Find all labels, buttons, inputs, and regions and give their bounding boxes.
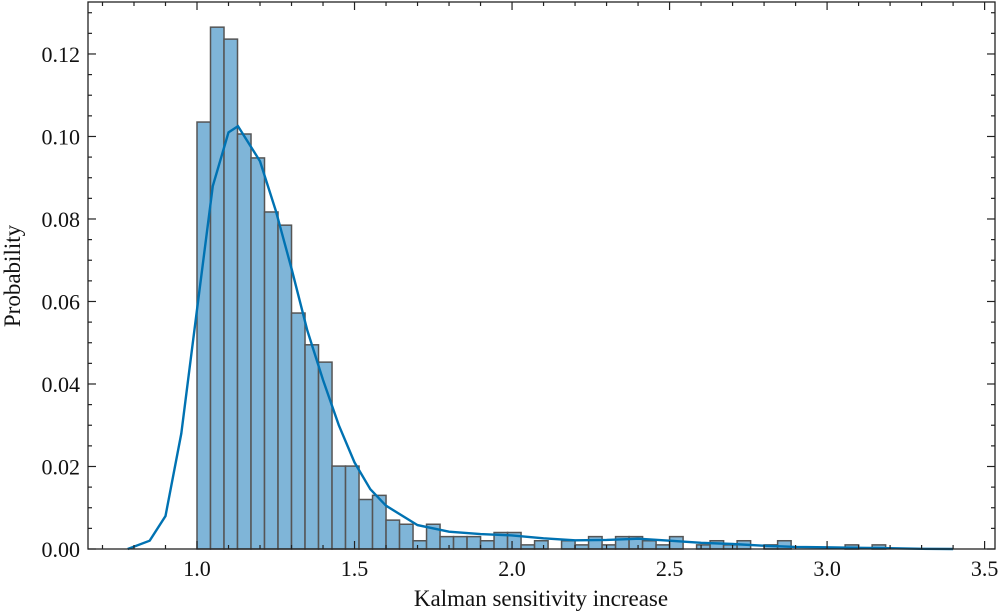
histogram-bar — [209, 26, 225, 550]
kde-curve — [127, 124, 954, 551]
histogram-bar — [641, 539, 657, 550]
histogram-bar — [290, 312, 306, 550]
histogram-bar — [385, 519, 401, 550]
y-tick-label: 0.06 — [42, 289, 81, 314]
histogram-bar — [263, 211, 279, 550]
y-tick-label: 0.12 — [42, 42, 81, 67]
histogram-bar — [331, 465, 347, 550]
histogram-bar — [236, 133, 252, 550]
y-tick-label: 0.04 — [42, 372, 81, 397]
histogram-bar — [709, 539, 725, 550]
histogram-bar — [250, 157, 266, 550]
histogram-bar — [317, 361, 333, 550]
x-tick-label: 2.5 — [656, 556, 684, 581]
histogram-bar — [412, 539, 428, 550]
histogram-bar — [479, 539, 495, 550]
ticks-group — [88, 2, 995, 550]
x-tick-label: 3.0 — [813, 556, 841, 581]
histogram-bar — [304, 344, 320, 550]
x-axis-label: Kalman sensitivity increase — [414, 586, 668, 611]
bars-group — [196, 26, 887, 550]
histogram-bar — [344, 465, 360, 550]
y-tick-label: 0.00 — [42, 537, 81, 562]
histogram-bar — [398, 523, 414, 550]
plot-frame — [87, 1, 996, 550]
histogram-bar — [533, 539, 549, 550]
histogram-bar — [196, 121, 212, 550]
histogram-bar — [560, 539, 576, 550]
x-tick-label: 2.0 — [498, 556, 526, 581]
histogram-bar — [668, 535, 684, 550]
histogram-bar — [587, 535, 603, 550]
histogram-bar — [466, 535, 482, 550]
histogram-bar — [439, 535, 455, 550]
x-tick-label: 1.5 — [341, 556, 369, 581]
x-tick-label: 3.5 — [971, 556, 999, 581]
histogram-bar — [223, 38, 239, 550]
histogram-bar — [277, 224, 293, 550]
y-tick-labels: 0.00 0.02 0.04 0.06 0.08 0.10 0.12 — [42, 42, 81, 562]
histogram-bar — [358, 498, 374, 550]
histogram-bar — [452, 535, 468, 550]
x-tick-label: 1.0 — [183, 556, 211, 581]
y-tick-label: 0.10 — [42, 124, 81, 149]
y-tick-label: 0.02 — [42, 454, 81, 479]
y-tick-label: 0.08 — [42, 207, 81, 232]
y-axis-label: Probability — [0, 224, 25, 327]
x-tick-labels: 1.0 1.5 2.0 2.5 3.0 3.5 — [183, 556, 998, 581]
